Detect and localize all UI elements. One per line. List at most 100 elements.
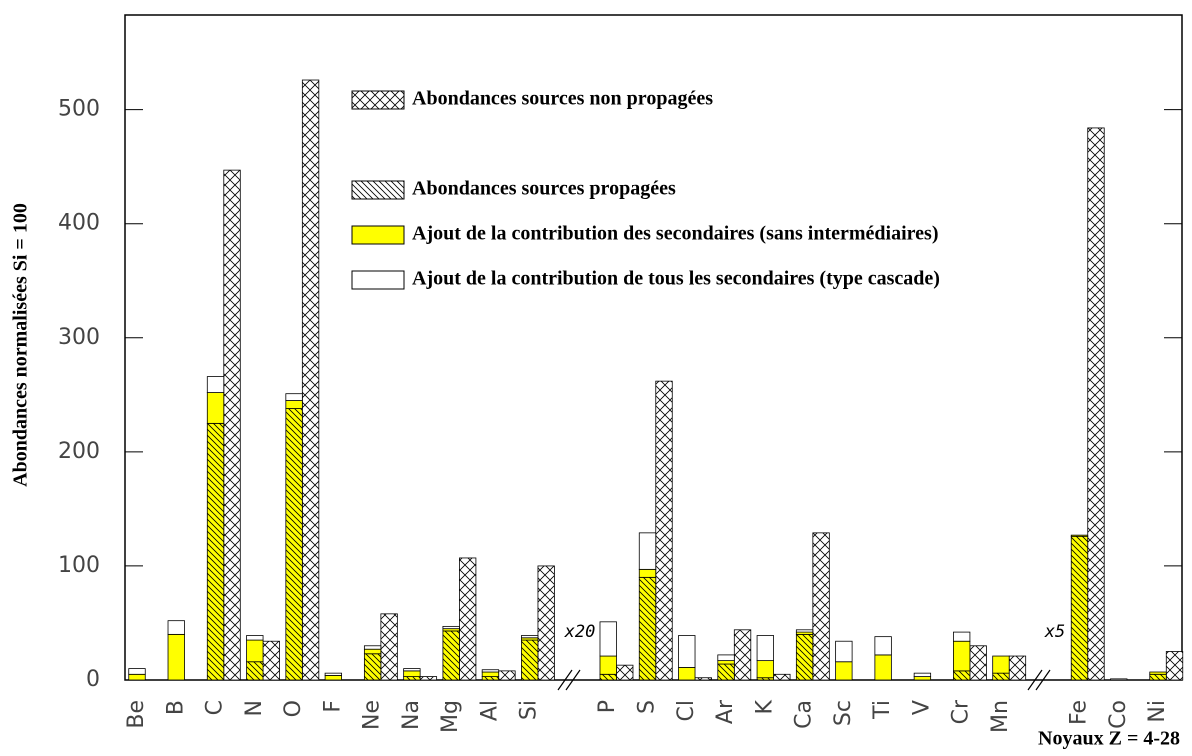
bar [128, 673, 146, 681]
bar [599, 655, 617, 675]
bar [223, 169, 241, 681]
bar [285, 393, 303, 401]
bar [537, 565, 555, 681]
bar [756, 660, 774, 679]
bar [694, 677, 712, 681]
x-tick-label: Fe [1066, 700, 1091, 725]
bar [616, 664, 634, 681]
x-tick-label: Co [1106, 700, 1131, 729]
bar [262, 640, 280, 681]
bar [403, 668, 421, 672]
bar [442, 625, 460, 630]
bar [521, 635, 539, 639]
legend-label: Abondances sources non propagées [412, 88, 713, 110]
bar [1008, 655, 1027, 681]
bar [246, 635, 264, 641]
bar [1070, 534, 1089, 537]
bar [324, 675, 343, 681]
bar [324, 672, 343, 676]
x-tick-label: Ar [713, 699, 738, 724]
bar [599, 673, 617, 681]
bar [1070, 535, 1089, 681]
bar [913, 672, 932, 677]
bar [363, 645, 382, 650]
bar [167, 633, 185, 681]
legend-swatch [351, 270, 405, 290]
x-tick-label: O [281, 700, 306, 717]
bar [1110, 678, 1128, 681]
bar [733, 629, 752, 681]
y-tick-label: 300 [58, 325, 100, 350]
x-axis-label: Noyaux Z = 4-28 [1038, 728, 1180, 750]
x-tick-label: Ne [360, 700, 385, 730]
bar [655, 380, 673, 681]
bar [992, 655, 1010, 674]
bar [795, 633, 814, 681]
y-tick-label: 0 [86, 667, 100, 692]
x-tick-label: Cl [674, 700, 699, 721]
bar [167, 620, 185, 635]
bar [521, 639, 539, 681]
x-tick-label: N [242, 700, 267, 716]
bar [953, 631, 971, 642]
bar [953, 640, 971, 672]
bar [678, 635, 696, 668]
bar [992, 672, 1010, 681]
x-tick-label: Ni [1145, 700, 1170, 723]
y-tick-label: 400 [58, 211, 100, 236]
x-tick-label: B [163, 700, 188, 715]
bar [481, 671, 500, 677]
x-tick-label: Ca [792, 700, 817, 729]
bar [795, 629, 814, 633]
annotation: x5 [1044, 622, 1065, 642]
bar [1165, 651, 1184, 681]
bar [246, 639, 264, 663]
bar [419, 676, 438, 681]
bar [363, 653, 382, 681]
bar [206, 392, 225, 424]
bar [481, 676, 500, 681]
y-tick-label: 500 [58, 97, 100, 122]
bar [678, 667, 696, 681]
bar [206, 376, 225, 393]
y-tick-label: 200 [58, 439, 100, 464]
legend-label: Ajout de la contribution des secondaires… [412, 223, 938, 245]
bar [874, 636, 892, 656]
x-tick-label: F [320, 700, 345, 713]
bar [874, 654, 892, 681]
bar [442, 630, 460, 681]
legend-swatch [351, 90, 405, 110]
x-tick-label: Al [477, 700, 502, 721]
bar [756, 635, 774, 662]
bar [913, 676, 932, 681]
bar [953, 670, 971, 681]
legend-label: Abondances sources propagées [412, 178, 676, 200]
annotation: x20 [564, 622, 596, 642]
bar [773, 673, 791, 681]
bar [459, 557, 477, 681]
x-tick-label: Na [399, 700, 424, 730]
bar [285, 400, 303, 409]
bar [1149, 673, 1167, 681]
x-tick-label: S [635, 700, 660, 714]
bar [498, 670, 516, 681]
y-axis-label: Abondances normalisées Si = 100 [10, 203, 32, 487]
x-tick-label: Be [124, 700, 149, 729]
bar [638, 532, 657, 570]
x-tick-label: Mg [438, 700, 463, 733]
x-tick-label: P [595, 700, 620, 713]
bar [301, 79, 320, 681]
bar [403, 670, 421, 677]
y-tick-label: 100 [58, 553, 100, 578]
bar [835, 640, 853, 663]
x-tick-label: C [203, 700, 228, 715]
x-tick-label: Mn [988, 700, 1013, 733]
bar [1149, 671, 1167, 675]
bar [717, 654, 735, 662]
bar [403, 676, 421, 681]
legend-label: Ajout de la contribution de tous les sec… [412, 268, 940, 290]
bar [717, 660, 735, 665]
x-tick-label: V [909, 700, 934, 715]
x-tick-label: Si [517, 700, 542, 720]
